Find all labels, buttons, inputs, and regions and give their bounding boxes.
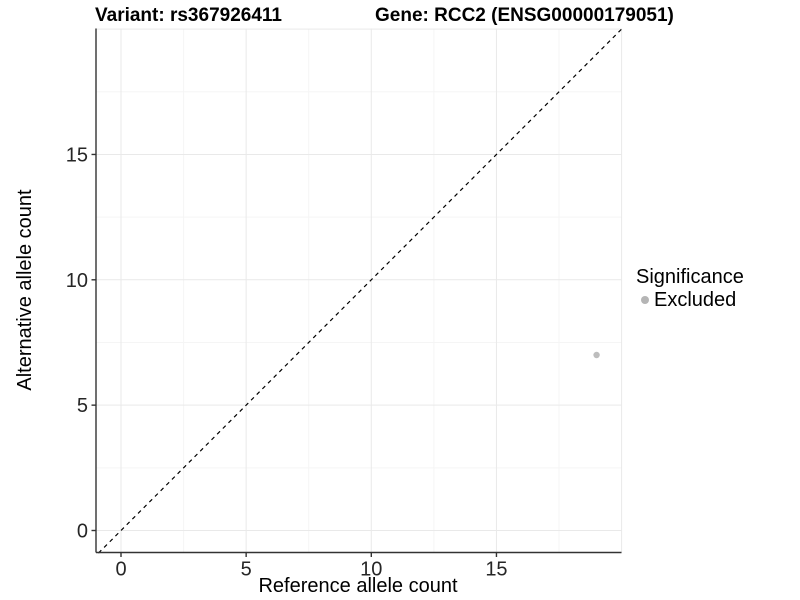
y-axis-title: Alternative allele count: [14, 189, 36, 391]
y-tick-label: 5: [77, 395, 88, 417]
y-tick-label: 15: [66, 144, 88, 166]
x-axis-title: Reference allele count: [258, 575, 458, 597]
legend-item-label: Excluded: [654, 289, 737, 311]
legend-point-icon: [641, 296, 649, 304]
y-tick-label: 10: [66, 270, 88, 292]
legend-title: Significance: [636, 266, 744, 288]
data-point: [593, 351, 600, 359]
x-tick-label: 10: [360, 559, 382, 581]
y-tick-label: 0: [77, 521, 88, 543]
x-tick-label: 5: [241, 559, 252, 581]
x-tick-label: 15: [485, 559, 507, 581]
plot-title-variant: Variant: rs367926411: [95, 5, 282, 26]
legend-item-excluded: Excluded: [636, 289, 744, 311]
legend: Significance Excluded: [636, 266, 744, 311]
identity-dashed-line: [98, 28, 623, 554]
x-tick-label: 0: [115, 559, 126, 581]
plot-title-gene: Gene: RCC2 (ENSG00000179051): [375, 5, 674, 26]
